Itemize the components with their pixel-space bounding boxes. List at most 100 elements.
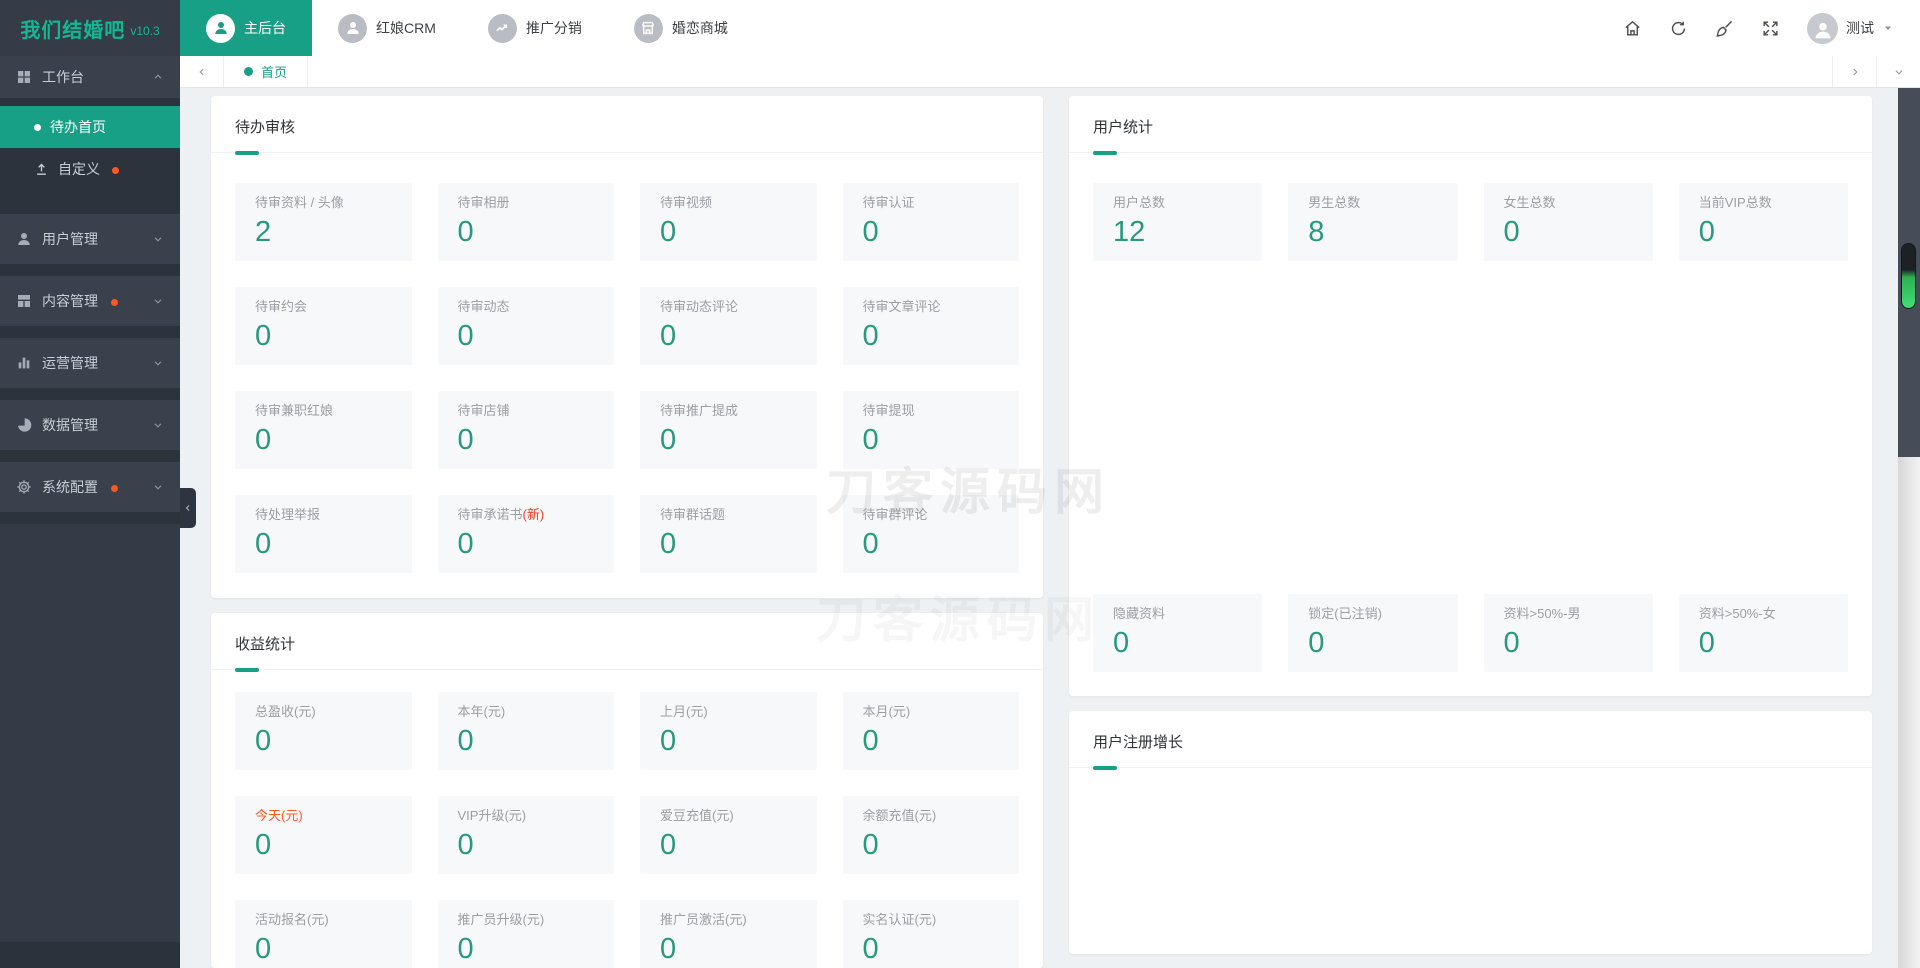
- sidebar-item-label: 系统配置: [42, 479, 98, 495]
- stat-card[interactable]: 实名认证(元) 0: [842, 900, 1019, 968]
- stat-card[interactable]: 余额充值(元) 0: [842, 796, 1019, 874]
- stat-label: 余额充值(元): [862, 808, 937, 823]
- stat-card[interactable]: 待审文章评论 0: [842, 287, 1019, 365]
- stat-card[interactable]: 待审视频 0: [640, 183, 817, 261]
- tab-mall[interactable]: 婚恋商城: [608, 0, 754, 56]
- stat-value: 0: [457, 216, 474, 248]
- stat-card[interactable]: 待审动态 0: [437, 287, 614, 365]
- vertical-scrollbar-track[interactable]: [1898, 88, 1920, 968]
- tab-promotion[interactable]: 推广分销: [462, 0, 608, 56]
- shop-icon: [633, 13, 663, 43]
- stat-card[interactable]: 待审相册 0: [437, 183, 614, 261]
- stat-label: 本年(元): [457, 704, 506, 719]
- stat-label: 待审提现: [862, 403, 915, 418]
- pie-chart-icon: [16, 417, 32, 433]
- sidebar-item-user-management[interactable]: 用户管理: [0, 214, 180, 264]
- tab-matchmaker-crm[interactable]: 红娘CRM: [312, 0, 462, 56]
- home-icon[interactable]: [1623, 19, 1642, 38]
- tab-label: 婚恋商城: [671, 20, 728, 36]
- section-title: 用户统计: [1069, 96, 1872, 155]
- stat-label: 资料>50%-男: [1503, 606, 1581, 621]
- todo-review-grid: 待审资料 / 头像 2 待审相册 0 待审视频 0: [211, 153, 1043, 601]
- stat-card[interactable]: 待审约会 0: [235, 287, 412, 365]
- top-header: 我们结婚吧 v10.3 主后台 红娘CRM 推广分销 婚恋商城: [0, 0, 1920, 56]
- stat-card[interactable]: 待审资料 / 头像 2: [235, 183, 412, 261]
- sidebar-collapse-handle[interactable]: [180, 488, 196, 528]
- stat-card[interactable]: 待审推广提成 0: [640, 391, 817, 469]
- stat-card[interactable]: 今天(元) 0: [235, 796, 412, 874]
- sidebar-item-custom[interactable]: 自定义: [0, 148, 180, 190]
- stat-card[interactable]: 爱豆充值(元) 0: [640, 796, 817, 874]
- stat-label: 隐藏资料: [1113, 606, 1166, 621]
- clean-brush-icon[interactable]: [1715, 19, 1734, 38]
- stat-card[interactable]: 锁定(已注销) 0: [1288, 594, 1458, 672]
- stat-value: 0: [457, 320, 474, 352]
- sidebar-item-data-management[interactable]: 数据管理: [0, 400, 180, 450]
- stat-value: 0: [255, 320, 272, 352]
- chevron-down-icon: [1882, 22, 1894, 34]
- stat-card[interactable]: 资料>50%-男 0: [1483, 594, 1653, 672]
- fullscreen-icon[interactable]: [1761, 19, 1780, 38]
- revenue-grid: 总盈收(元) 0 本年(元) 0 上月(元) 0: [211, 670, 1043, 968]
- stat-card[interactable]: 待审群评论 0: [842, 495, 1019, 573]
- right-column: 用户统计 用户总数 12 男生总数 8: [1069, 96, 1872, 968]
- stat-value: 0: [1698, 627, 1715, 659]
- stat-card[interactable]: 待审承诺书(新) 0: [437, 495, 614, 573]
- stat-value: 8: [1308, 216, 1325, 248]
- stat-card[interactable]: 本年(元) 0: [437, 692, 614, 770]
- stat-value: 0: [255, 725, 272, 757]
- stat-card[interactable]: 待处理举报 0: [235, 495, 412, 573]
- stat-card[interactable]: 本月(元) 0: [842, 692, 1019, 770]
- notification-dot: [111, 484, 118, 492]
- avatar: [1807, 12, 1838, 44]
- content-icon: [16, 293, 32, 309]
- page-tab-home[interactable]: 首页: [224, 56, 309, 87]
- sidebar-item-content-management[interactable]: 内容管理: [0, 276, 180, 326]
- stat-card[interactable]: 女生总数 0: [1483, 183, 1653, 261]
- tab-main-console[interactable]: 主后台: [180, 0, 312, 56]
- stat-label: 推广员激活(元): [660, 912, 747, 927]
- stat-card[interactable]: 推广员激活(元) 0: [640, 900, 817, 968]
- sidebar-divider: [0, 326, 180, 338]
- tabs-scroll-left-button[interactable]: [180, 56, 224, 87]
- stat-label: 锁定(已注销): [1308, 606, 1382, 621]
- stat-card[interactable]: 用户总数 12: [1093, 183, 1263, 261]
- tabs-menu-button[interactable]: [1876, 56, 1920, 87]
- stat-card[interactable]: 活动报名(元) 0: [235, 900, 412, 968]
- stat-card[interactable]: 待审群话题 0: [640, 495, 817, 573]
- stat-card[interactable]: 男生总数 8: [1288, 183, 1458, 261]
- stat-card[interactable]: 推广员升级(元) 0: [437, 900, 614, 968]
- refresh-icon[interactable]: [1669, 19, 1688, 38]
- stat-card[interactable]: VIP升级(元) 0: [437, 796, 614, 874]
- stat-card[interactable]: 资料>50%-女 0: [1678, 594, 1848, 672]
- user-growth-chart-area: [1069, 768, 1872, 948]
- stat-label: 爱豆充值(元): [660, 808, 734, 823]
- stat-value: 2: [255, 216, 272, 248]
- chevron-down-icon: [152, 481, 164, 493]
- stat-card[interactable]: 当前VIP总数 0: [1678, 183, 1848, 261]
- stat-value: 0: [457, 829, 474, 861]
- sidebar-item-label: 自定义: [58, 161, 100, 177]
- app-title: 我们结婚吧: [20, 19, 126, 42]
- stat-card[interactable]: 上月(元) 0: [640, 692, 817, 770]
- stat-card[interactable]: 待审店铺 0: [437, 391, 614, 469]
- stat-card[interactable]: 待审提现 0: [842, 391, 1019, 469]
- stat-card[interactable]: 待审动态评论 0: [640, 287, 817, 365]
- scrollbar-thumb[interactable]: [1901, 243, 1916, 309]
- stat-label: 总盈收(元): [255, 704, 316, 719]
- sidebar-item-workbench[interactable]: 工作台: [0, 56, 180, 98]
- revenue-card: 收益统计 总盈收(元) 0 本年(元): [211, 613, 1043, 968]
- stat-label: 待审推广提成: [660, 403, 739, 418]
- user-menu[interactable]: 测试: [1807, 12, 1894, 44]
- stat-card[interactable]: 待审兼职红娘 0: [235, 391, 412, 469]
- stat-label: 待审群评论: [862, 507, 928, 522]
- stat-card[interactable]: 隐藏资料 0: [1093, 594, 1263, 672]
- tabs-scroll-right-button[interactable]: [1832, 56, 1876, 87]
- stat-card[interactable]: 待审认证 0: [842, 183, 1019, 261]
- sidebar-item-system-config[interactable]: 系统配置: [0, 462, 180, 512]
- page-tabbar: 首页: [180, 56, 1920, 88]
- sidebar-item-operation-management[interactable]: 运营管理: [0, 338, 180, 388]
- stat-card[interactable]: 总盈收(元) 0: [235, 692, 412, 770]
- sidebar-item-todo-home[interactable]: 待办首页: [0, 106, 180, 148]
- stat-label: 待审约会: [255, 299, 308, 314]
